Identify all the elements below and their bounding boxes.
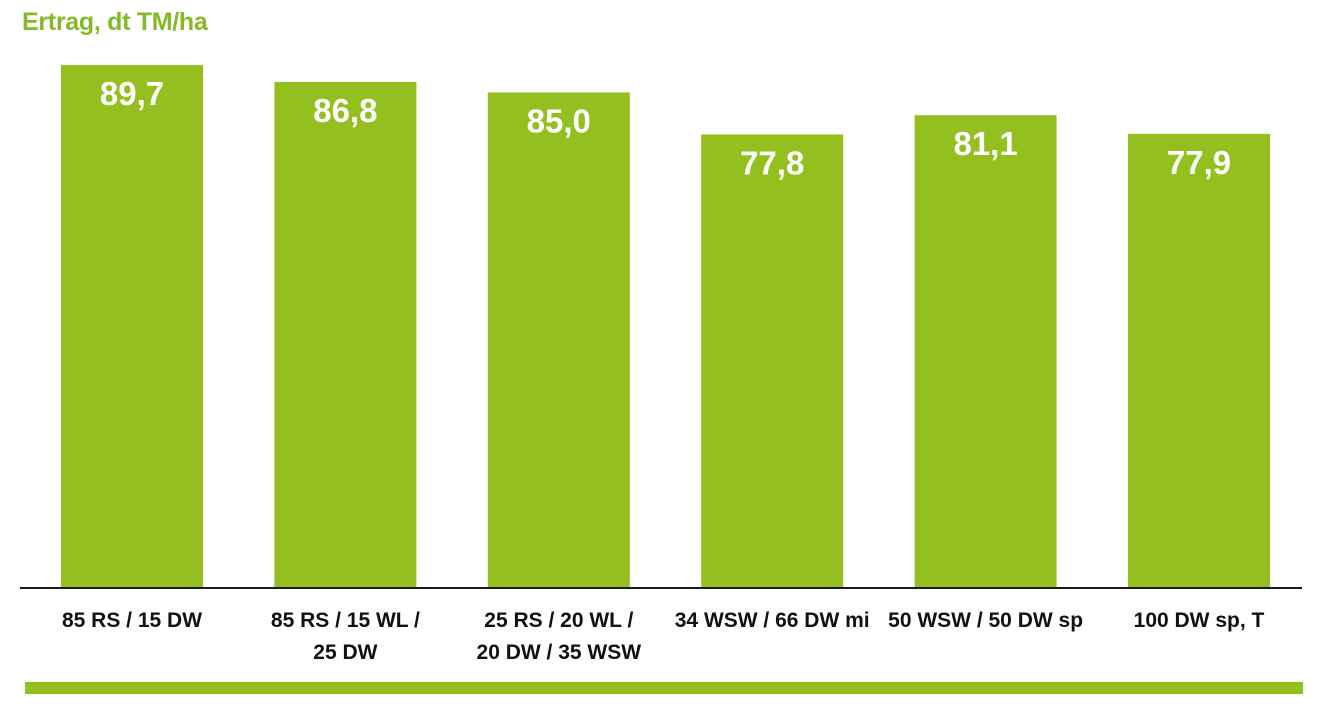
bar-2 xyxy=(274,81,417,589)
bar-4 xyxy=(701,134,844,588)
value-label-1: 89,7 xyxy=(100,75,164,112)
value-labels-group: 89,7 86,8 85,0 77,8 81,1 77,9 xyxy=(100,75,1231,181)
category-label-3: 25 RS / 20 WL /20 DW / 35 WSW xyxy=(477,609,642,664)
bar-3 xyxy=(487,92,630,588)
value-label-6: 77,9 xyxy=(1167,144,1231,181)
category-label-4: 34 WSW / 66 DW mi xyxy=(675,609,870,632)
bars-group xyxy=(61,65,1270,589)
category-label-6: 100 DW sp, T xyxy=(1134,609,1265,632)
bar-6 xyxy=(1128,133,1270,588)
category-label-1: 85 RS / 15 DW xyxy=(62,609,202,632)
bar-1 xyxy=(61,65,203,588)
category-label-5: 50 WSW / 50 DW sp xyxy=(888,609,1083,632)
value-label-2: 86,8 xyxy=(313,92,377,129)
category-labels-group: 85 RS / 15 DW 85 RS / 15 WL /25 DW 25 RS /… xyxy=(62,609,1265,664)
category-label-2: 85 RS / 15 WL /25 DW xyxy=(271,609,420,664)
value-label-3: 85,0 xyxy=(527,102,591,139)
value-label-5: 81,1 xyxy=(953,125,1017,162)
bar-5 xyxy=(914,115,1057,588)
value-label-4: 77,8 xyxy=(740,144,804,181)
y-axis-title: Ertrag, dt TM/ha xyxy=(22,8,208,36)
footer-accent-bar xyxy=(25,682,1303,694)
